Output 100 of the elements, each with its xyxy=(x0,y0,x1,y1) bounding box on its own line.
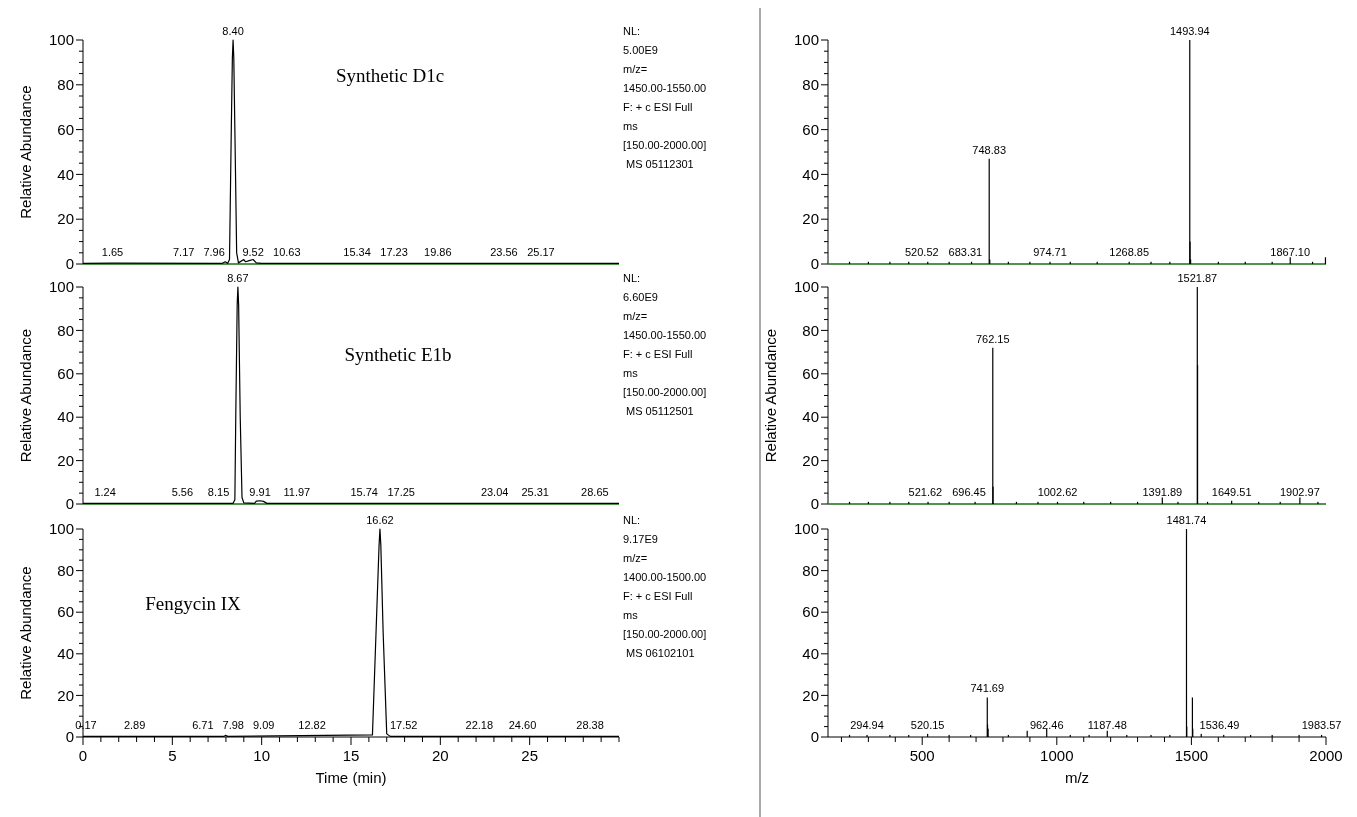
x-tick-label: 10 xyxy=(253,747,271,764)
annotation: 25.31 xyxy=(521,486,549,498)
text: Synthetic D1c xyxy=(335,65,445,86)
annotation: 1.24 xyxy=(94,486,116,498)
text: 6.60E9 xyxy=(623,290,658,303)
y-tick-label: 100 xyxy=(48,31,74,49)
annotation: 8.15 xyxy=(207,486,230,498)
annotation: 9.09 xyxy=(252,719,275,731)
annotation: 1983.57 xyxy=(1301,719,1342,731)
text: [150.00-2000.00] xyxy=(623,138,707,151)
text: [150.00-2000.00] xyxy=(623,627,707,640)
text: NL: xyxy=(623,513,641,526)
y-tick-label: 60 xyxy=(57,603,74,621)
text: ms xyxy=(623,366,639,379)
annotation: 10.63 xyxy=(273,246,301,258)
y-tick-label: 100 xyxy=(793,278,819,296)
y-tick-label: 0 xyxy=(65,255,74,273)
annotation: 1.65 xyxy=(101,246,124,258)
annotation: 17.52 xyxy=(389,719,418,731)
y-axis-title: Relative Abundance xyxy=(762,328,779,463)
y-tick-label: 40 xyxy=(802,408,819,426)
annotation: 15.34 xyxy=(343,246,371,258)
annotation: 23.04 xyxy=(480,486,509,498)
text: F: + c ESI Full xyxy=(623,100,693,113)
y-tick-label: 20 xyxy=(57,210,74,228)
x-tick-label: 500 xyxy=(909,747,935,764)
x-tick-label: 25 xyxy=(521,747,539,764)
text: NL: xyxy=(623,24,641,37)
annotation: 7.98 xyxy=(222,719,244,731)
annotation: 748.83 xyxy=(972,143,1007,156)
annotation: 22.18 xyxy=(465,719,494,731)
annotation: 294.94 xyxy=(850,719,884,731)
x-tick-label: 20 xyxy=(431,747,449,764)
annotation: 25.17 xyxy=(527,246,555,258)
y-tick-label: 60 xyxy=(802,120,819,138)
y-tick-label: 20 xyxy=(802,210,819,228)
y-tick-label: 100 xyxy=(48,520,74,538)
y-tick-label: 80 xyxy=(57,76,74,94)
y-tick-label: 100 xyxy=(793,520,819,538)
text: m/z= xyxy=(623,309,648,322)
annotation: 1268.85 xyxy=(1109,246,1150,258)
text: F: + c ESI Full xyxy=(623,589,693,602)
annotation: 12.82 xyxy=(298,719,326,731)
y-tick-label: 60 xyxy=(57,120,74,138)
annotation: 17.25 xyxy=(387,486,415,498)
text: 9.17E9 xyxy=(623,532,658,545)
annotation: 1493.94 xyxy=(1169,25,1210,37)
y-tick-label: 40 xyxy=(57,645,74,663)
annotation: 23.56 xyxy=(490,246,518,258)
text: m/z= xyxy=(623,551,648,564)
annotation: 1187.48 xyxy=(1087,719,1127,731)
y-tick-label: 80 xyxy=(57,321,74,339)
annotation: 1481.74 xyxy=(1166,514,1207,526)
annotation: 2.89 xyxy=(123,719,146,731)
annotation: 7.17 xyxy=(172,246,195,258)
annotation: 1867.10 xyxy=(1270,246,1311,258)
annotation: 962.46 xyxy=(1029,719,1064,731)
y-tick-label: 20 xyxy=(802,686,819,704)
y-tick-label: 60 xyxy=(57,365,74,383)
x-tick-label: 0 xyxy=(78,747,88,764)
annotation: 520.52 xyxy=(904,246,939,258)
y-tick-label: 40 xyxy=(57,165,74,183)
text: NL: xyxy=(623,271,641,284)
x-tick-label: 15 xyxy=(342,747,360,764)
y-tick-label: 40 xyxy=(57,408,74,426)
x-tick-label: 5 xyxy=(168,747,177,764)
annotation: 1902.97 xyxy=(1280,486,1320,498)
annotation: 762.15 xyxy=(975,332,1010,345)
annotation: 8.67 xyxy=(227,272,249,284)
x-tick-label: 2000 xyxy=(1309,747,1343,764)
annotation: 1521.87 xyxy=(1177,272,1218,284)
annotation: 696.45 xyxy=(952,486,986,498)
y-axis-title: Relative Abundance xyxy=(17,328,34,463)
y-tick-label: 60 xyxy=(802,365,819,383)
annotation: 9.91 xyxy=(249,486,271,498)
y-tick-label: 100 xyxy=(793,31,819,49)
annotation: 6.71 xyxy=(192,719,214,731)
annotation: 683.31 xyxy=(948,246,983,258)
y-tick-label: 0 xyxy=(810,728,819,746)
annotation: 520.15 xyxy=(910,719,945,731)
y-tick-label: 60 xyxy=(802,603,819,621)
annotation: 16.62 xyxy=(366,514,394,526)
annotation: 17.23 xyxy=(380,246,408,258)
y-tick-label: 0 xyxy=(810,255,819,273)
x-axis-title: m/z xyxy=(1064,769,1090,786)
annotation: 521.62 xyxy=(908,486,943,498)
text: ms xyxy=(623,608,639,621)
y-tick-label: 80 xyxy=(802,561,819,579)
x-tick-label: 1000 xyxy=(1040,747,1074,764)
text: MS 06102101 xyxy=(623,646,695,659)
annotation: 1536.49 xyxy=(1199,719,1240,731)
y-tick-label: 80 xyxy=(802,321,819,339)
text: MS 05112301 xyxy=(623,157,694,170)
x-tick-label: 1500 xyxy=(1174,747,1209,764)
y-axis-title: Relative Abundance xyxy=(17,566,34,700)
annotation: 28.65 xyxy=(581,486,609,498)
annotation: 7.96 xyxy=(203,246,225,258)
y-tick-label: 100 xyxy=(48,278,74,296)
text: ms xyxy=(623,119,639,132)
y-axis-title: Relative Abundance xyxy=(17,85,34,219)
